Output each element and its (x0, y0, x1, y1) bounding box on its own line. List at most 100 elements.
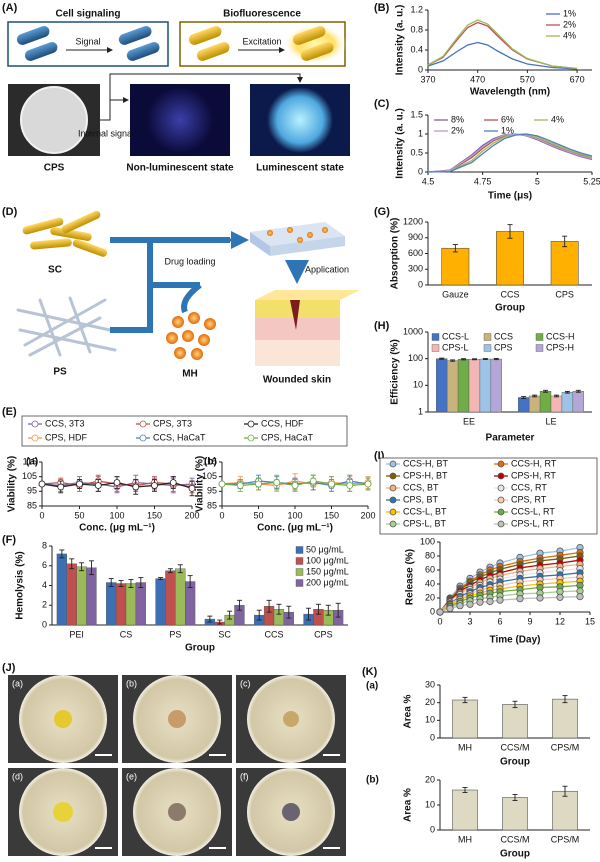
photo (20, 86, 88, 154)
component-label: MH (182, 369, 198, 380)
legend-label: CPS, RT (511, 494, 547, 504)
bar (468, 359, 481, 413)
legend-label: CPS, 3T3 (153, 418, 192, 428)
y-tick-label: 95 (27, 486, 37, 496)
mh-particles (166, 312, 216, 360)
decoration (16, 308, 112, 332)
legend-swatch (389, 508, 397, 516)
y-axis-title: Absorption (%) (390, 218, 401, 290)
panel-label: (G) (374, 206, 390, 218)
legend-label: 4% (563, 30, 576, 40)
x-tick-label: 50 (74, 510, 84, 520)
decoration (292, 26, 326, 45)
legend-label: 200 μg/mL (306, 577, 349, 587)
dressing (250, 222, 345, 256)
y-tick-label: 85 (207, 500, 217, 510)
x-tick-label: CCS/M (501, 742, 530, 752)
series-line (427, 21, 578, 70)
photo (147, 87, 213, 153)
x-tick-label: CPS (555, 289, 574, 299)
x-axis-title: Group (185, 643, 215, 654)
marker (188, 484, 196, 492)
x-tick-label: 150 (324, 510, 339, 520)
x-tick-label: CCS/M (501, 834, 530, 844)
decoration (307, 232, 313, 238)
x-tick-label: PEI (69, 629, 84, 639)
marker (76, 480, 83, 488)
x-axis-title: Group (495, 303, 525, 314)
series-line (427, 133, 593, 173)
legend-label: CCS-H (546, 331, 575, 341)
x-axis-title: Time (Day) (490, 635, 541, 646)
decoration (168, 803, 186, 821)
y-tick-label: 900 (408, 232, 423, 242)
x-tick-label: 670 (570, 74, 585, 84)
legend-label: CCS-L, RT (511, 506, 555, 516)
x-tick-label: 200 (184, 510, 199, 520)
legend-label: CPS, HaCaT (261, 432, 314, 442)
x-tick-label: 0 (39, 510, 44, 520)
decoration (30, 238, 72, 250)
panel-a: Cell signaling Biofluorescence Signal Ex… (7, 9, 350, 174)
y-axis-title: Release (%) (405, 549, 416, 605)
x-tick-label: 9 (527, 616, 532, 626)
series-line (427, 19, 578, 70)
y-tick-label: 115 (23, 456, 37, 466)
y-tick-label: 0 (430, 824, 435, 834)
photo-label: (c) (240, 678, 251, 688)
bar (550, 241, 579, 286)
legend-label: 100 μg/mL (306, 555, 349, 565)
legend-swatch (431, 344, 440, 352)
y-tick-label: 115 (203, 456, 217, 466)
y-tick-label: 0.4 (410, 44, 423, 54)
legend-label: 4% (551, 114, 564, 124)
marker (536, 594, 544, 602)
marker (364, 480, 372, 488)
y-tick-label: 100 (420, 536, 435, 546)
decoration (61, 210, 101, 234)
y-tick-label: 100 (408, 353, 423, 363)
legend-swatch (431, 333, 440, 341)
bar (496, 231, 524, 286)
decoration (290, 300, 300, 330)
marker (94, 482, 102, 489)
panel-label: (I) (374, 450, 385, 462)
legend-swatch (497, 472, 505, 480)
sc-rods (22, 210, 108, 257)
bar (125, 583, 137, 626)
marker (309, 477, 317, 485)
legend-swatch (497, 484, 505, 492)
decoration (16, 26, 50, 45)
decoration (53, 802, 73, 822)
y-tick-label: 20 (425, 592, 435, 602)
decoration (118, 26, 152, 45)
y-tick-label: 1.5 (410, 109, 423, 119)
y-tick-label: 40 (425, 578, 435, 588)
bar (552, 790, 578, 831)
panel-labels: (A) (B) (C) (D) (E) (F) (G) (H) (I) (J) … (2, 2, 390, 678)
x-tick-label: SC (218, 629, 231, 639)
marker (466, 600, 474, 608)
decoration (191, 348, 203, 360)
photo (267, 87, 333, 153)
series-line (427, 133, 593, 173)
legend-swatch (389, 496, 397, 504)
marker (476, 598, 484, 606)
decoration (204, 318, 216, 330)
marker (236, 482, 244, 489)
legend-label: CPS-L (442, 342, 469, 352)
skin (255, 290, 360, 366)
marker (151, 482, 158, 489)
decoration (255, 340, 340, 366)
legend-label: 50 μg/mL (306, 544, 344, 554)
decoration (168, 710, 186, 728)
y-tick-label: 0 (430, 606, 435, 616)
photo-label: (d) (12, 771, 23, 781)
decoration (54, 710, 72, 728)
y-tick-label: 30 (425, 679, 435, 689)
bar (502, 704, 528, 739)
decoration (22, 217, 64, 235)
legend-label: CPS-L, BT (403, 518, 447, 528)
bar (561, 392, 574, 413)
legend-label: CPS (494, 342, 513, 352)
